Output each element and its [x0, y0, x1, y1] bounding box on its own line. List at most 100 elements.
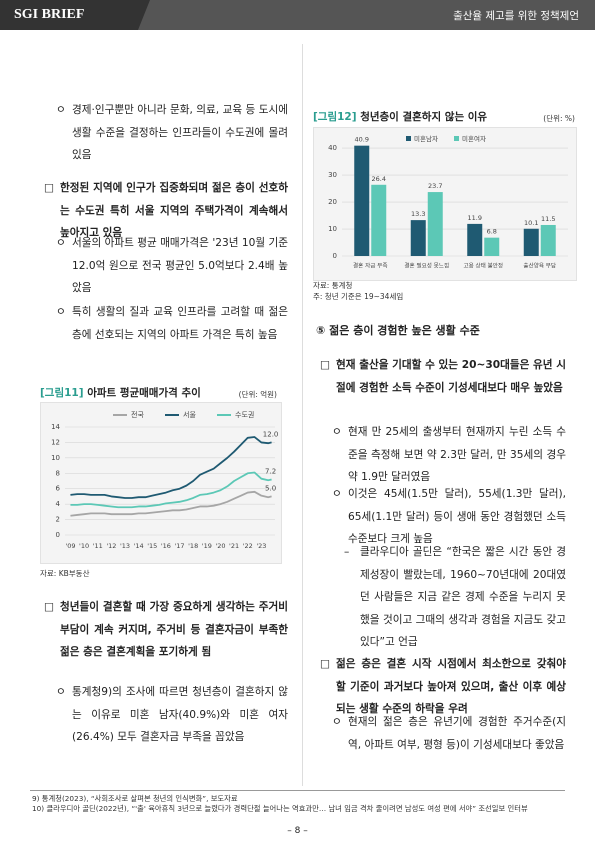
x-tick-label: '22 — [243, 542, 253, 550]
text: 젊은 층은 결혼 시작 시점에서 최소한으로 갖춰야 할 기준이 과거보다 높아… — [336, 658, 566, 715]
text: 경제·인구뿐만 아니라 문화, 의료, 교육 등 도시에 생활 수준을 결정하는… — [72, 104, 288, 161]
chart-box: 0 2 4 6 8 10 12 14'09'10'11'12'13'14'15'16'17'1… — [40, 402, 282, 564]
text: 클라우디아 골딘은 “한국은 짧은 시간 동안 경제성장이 빨랐는데, 1960… — [360, 546, 566, 648]
square-item: □ 젊은 층은 결혼 시작 시점에서 최소한으로 갖춰야 할 기준이 과거보다 높… — [320, 653, 566, 721]
y-tick-label: 0 — [333, 252, 337, 260]
bar — [371, 184, 387, 256]
bullet: ㅇ 서울의 아파트 평균 매매가격은 '23년 10월 기준 12.0억 원으로 … — [56, 232, 288, 300]
square-item: □ 한정된 지역에 인구가 집중화되며 젊은 층이 선호하는 수도권 특히 서울 … — [44, 177, 288, 245]
brand-box — [0, 0, 150, 30]
bullet: ㅇ 이것은 45세(1.5만 달러), 55세(1.3만 달러), 65세(1.1… — [332, 483, 566, 551]
marker: ㅇ — [56, 306, 66, 318]
bullet: ㅇ 현재 만 25세의 출생부터 현재까지 누린 소득 수준을 측정해 보면 약 … — [332, 421, 566, 489]
value-label: 11.9 — [468, 214, 482, 222]
bar — [410, 220, 426, 256]
marker: □ — [44, 601, 55, 613]
y-tick-label: 14 — [51, 423, 60, 431]
bullet: ㅇ 현재의 젊은 층은 유년기에 경험한 주거수준(지역, 아파트 여부, 평형 … — [332, 711, 566, 756]
value-label: 10.1 — [524, 219, 538, 227]
section-heading: ⑤ 젊은 층이 경험한 높은 생활 수준 — [316, 324, 480, 337]
bullet: ㅇ 경제·인구뿐만 아니라 문화, 의료, 교육 등 도시에 생활 수준을 결정하… — [56, 99, 288, 167]
figure-name: 청년층이 결혼하지 않는 이유 — [360, 111, 488, 123]
figure-label: [그림11] — [40, 387, 84, 399]
value-label: 23.7 — [428, 182, 442, 190]
marker: ㅇ — [56, 686, 66, 698]
footnote-rule — [30, 790, 565, 791]
marker: ㅇ — [332, 488, 342, 500]
brand: SGI BRIEF — [14, 7, 85, 22]
figure-title: [그림12] 청년층이 결혼하지 않는 이유 — [313, 109, 487, 124]
x-tick-label: '11 — [93, 542, 103, 550]
x-tick-label: 결혼 자금 부족 — [353, 262, 387, 270]
bar — [427, 192, 443, 256]
bullet: ㅇ 통계청9)의 조사에 따르면 청년층이 결혼하지 않는 이유로 미혼 남자(4… — [56, 681, 288, 749]
y-tick-label: 4 — [56, 500, 61, 508]
x-tick-label: '13 — [120, 542, 130, 550]
legend-label: 수도권 — [235, 411, 254, 419]
value-label: 26.4 — [372, 175, 386, 183]
chart-box: 0 10 20 30 40 미혼남자 미혼여자 결혼 자금 부족 40.9 26.4 결혼 필요성 … — [313, 127, 577, 281]
legend-label: 미혼여자 — [462, 134, 486, 143]
square-item: □ 현재 출산을 기대할 수 있는 20~30대들은 유년 시절에 경험한 소득 … — [320, 354, 566, 399]
marker: ㅇ — [332, 426, 342, 438]
bullet: ㅇ 특히 생활의 질과 교육 인프라를 고려할 때 젊은 층에 선호되는 지역의 … — [56, 301, 288, 346]
legend-label: 서울 — [183, 410, 196, 419]
value-label: 11.5 — [541, 215, 555, 223]
figure-title: [그림11] 아파트 평균매매가격 추이 — [40, 385, 201, 400]
footnote: 9) 통계청(2023), “사회조사로 살펴본 청년의 인식변화”, 보도자료 — [32, 794, 238, 803]
marker: ㅇ — [56, 237, 66, 249]
x-tick-label: '23 — [256, 542, 266, 550]
text: 현재 만 25세의 출생부터 현재까지 누린 소득 수준을 측정해 보면 약 2… — [348, 426, 566, 483]
value-label: 6.8 — [487, 228, 497, 236]
marker: – — [344, 546, 350, 558]
footnote: 10) 클라우디아 골딘(2022년), “'출' 육아휴직 3년으로 늘렸다가… — [32, 804, 528, 813]
unit: (단위: 억원) — [238, 390, 277, 399]
series-line — [70, 436, 272, 499]
header-title: 출산율 제고를 위한 정책제언 — [453, 10, 579, 22]
marker: □ — [320, 359, 331, 371]
x-tick-label: 고용 상태 불안정 — [463, 262, 503, 270]
bar — [484, 237, 500, 256]
figure-label: [그림12] — [313, 111, 357, 123]
column-divider — [302, 44, 303, 786]
y-tick-label: 10 — [51, 454, 60, 462]
y-tick-label: 20 — [328, 198, 337, 206]
x-tick-label: 출산양육 부담 — [523, 262, 556, 270]
bar — [354, 145, 370, 256]
bar — [467, 223, 483, 256]
x-tick-label: '21 — [229, 542, 239, 550]
legend-label: 미혼남자 — [414, 134, 438, 143]
marker: □ — [44, 182, 55, 194]
x-tick-label: '12 — [106, 542, 116, 550]
marker: ㅇ — [332, 716, 342, 728]
header-shape — [0, 0, 150, 30]
legend-label: 전국 — [131, 410, 144, 419]
value-label: 12.0 — [263, 430, 279, 438]
source: 자료: 통계청 — [313, 281, 353, 290]
x-tick-label: '17 — [175, 542, 185, 550]
text: 현재 출산을 기대할 수 있는 20~30대들은 유년 시절에 경험한 소득 수… — [336, 359, 566, 394]
value-label: 5.0 — [265, 484, 276, 492]
x-tick-label: '18 — [188, 542, 198, 550]
x-tick-label: '16 — [161, 542, 171, 550]
note: 주: 청년 기준은 19~34세임 — [313, 292, 404, 301]
y-tick-label: 2 — [56, 516, 60, 524]
y-tick-label: 6 — [56, 485, 61, 493]
text: 통계청9)의 조사에 따르면 청년층이 결혼하지 않는 이유로 미혼 남자(40… — [72, 686, 288, 743]
unit: (단위: %) — [543, 114, 575, 123]
marker: ㅇ — [56, 104, 66, 116]
value-label: 7.2 — [265, 467, 276, 475]
text: 한정된 지역에 인구가 집중화되며 젊은 층이 선호하는 수도권 특히 서울 지… — [60, 182, 288, 239]
series-line — [70, 471, 272, 509]
y-tick-label: 10 — [328, 225, 337, 233]
y-tick-label: 40 — [328, 144, 337, 152]
square-item: □ 청년들이 결혼할 때 가장 중요하게 생각하는 주거비 부담이 계속 커지며,… — [44, 596, 288, 664]
x-tick-label: '10 — [79, 542, 89, 550]
marker: □ — [320, 658, 331, 670]
bar — [523, 228, 539, 256]
bar — [540, 224, 556, 256]
x-tick-label: '19 — [202, 542, 212, 550]
text: 특히 생활의 질과 교육 인프라를 고려할 때 젊은 층에 선호되는 지역의 아… — [72, 306, 288, 341]
